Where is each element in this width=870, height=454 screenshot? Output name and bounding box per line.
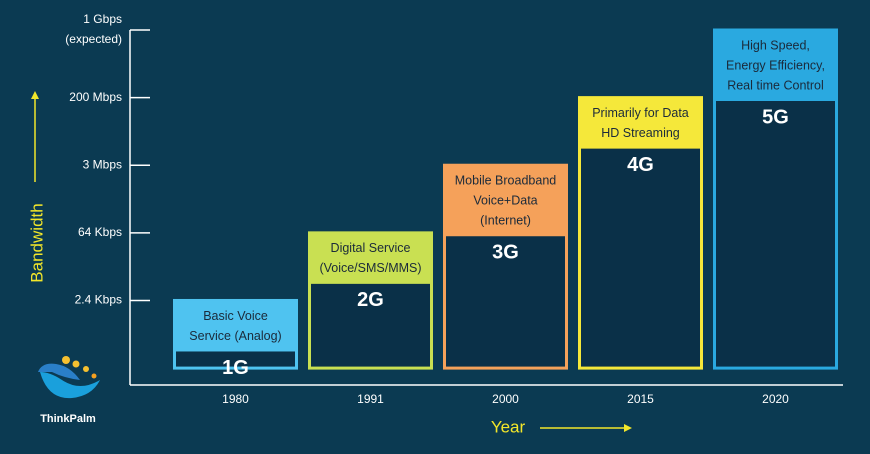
- y-axis-label: Bandwidth: [27, 203, 46, 282]
- y-tick-label: 200 Mbps: [69, 90, 122, 104]
- bar-description: Real time Control: [727, 78, 824, 92]
- generation-label: 2G: [357, 289, 384, 311]
- bar-description: Service (Analog): [189, 329, 281, 343]
- generation-label: 5G: [762, 106, 789, 128]
- x-tick-label: 2020: [762, 392, 789, 406]
- bar-description: Digital Service: [331, 241, 411, 255]
- bar-description: Voice+Data: [473, 194, 537, 208]
- y-tick-label: 3 Mbps: [83, 157, 122, 171]
- bar-description: (Internet): [480, 214, 531, 228]
- bar-description: Basic Voice: [203, 309, 268, 323]
- y-arrow-head: [31, 91, 39, 99]
- y-tick-label: 1 Gbps (expected): [65, 12, 122, 46]
- logo-text: ThinkPalm: [40, 413, 96, 425]
- x-tick-label: 1991: [357, 392, 384, 406]
- bar-description: Primarily for Data: [592, 106, 689, 120]
- logo: ThinkPalm: [38, 356, 100, 425]
- x-tick-label: 1980: [222, 392, 249, 406]
- generation-label: 3G: [492, 242, 519, 264]
- x-axis-label: Year: [491, 417, 526, 436]
- x-tick-label: 2000: [492, 392, 519, 406]
- bar-header: [714, 30, 837, 101]
- bar-header: [309, 232, 432, 284]
- generation-label: 1G: [222, 357, 249, 379]
- bar-header: [579, 97, 702, 149]
- bar-header: [444, 165, 567, 237]
- y-tick-label: 2.4 Kbps: [75, 293, 122, 307]
- bar-description: High Speed,: [741, 38, 810, 52]
- bar-description: (Voice/SMS/MMS): [319, 261, 421, 275]
- bar-header: [174, 300, 297, 352]
- generation-label: 4G: [627, 154, 654, 176]
- y-tick-label: 64 Kbps: [78, 225, 122, 239]
- bar-description: HD Streaming: [601, 126, 680, 140]
- bar-description: Energy Efficiency,: [726, 58, 825, 72]
- bar-description: Mobile Broadband: [455, 174, 557, 188]
- x-arrow-head: [624, 424, 632, 432]
- x-tick-label: 2015: [627, 392, 654, 406]
